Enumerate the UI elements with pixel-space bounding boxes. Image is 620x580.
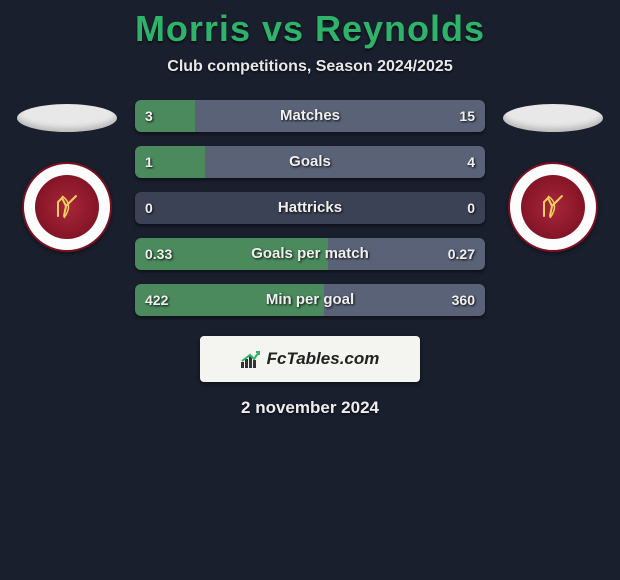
- stat-label: Hattricks: [135, 192, 485, 224]
- player-left-side: [17, 100, 117, 252]
- stat-label: Goals per match: [135, 238, 485, 270]
- brand-text: FcTables.com: [267, 349, 380, 369]
- stats-list: 3Matches15 1Goals4 0Hattricks0 0.33Goals pe…: [135, 100, 485, 316]
- avatar-right: [503, 104, 603, 132]
- club-badge-left: [22, 162, 112, 252]
- archer-icon: [52, 192, 82, 222]
- stat-row: 1Goals4: [135, 146, 485, 178]
- stat-right-value: 15: [459, 100, 475, 132]
- avatar-left: [17, 104, 117, 132]
- stat-row: 3Matches15: [135, 100, 485, 132]
- stat-right-value: 360: [452, 284, 475, 316]
- archer-icon: [538, 192, 568, 222]
- stat-label: Goals: [135, 146, 485, 178]
- date-label: 2 november 2024: [0, 398, 620, 418]
- chart-icon: [241, 350, 261, 368]
- stat-label: Matches: [135, 100, 485, 132]
- stat-row: 422Min per goal360: [135, 284, 485, 316]
- stat-right-value: 0.27: [448, 238, 475, 270]
- club-badge-right: [508, 162, 598, 252]
- stat-right-value: 0: [467, 192, 475, 224]
- subtitle: Club competitions, Season 2024/2025: [0, 58, 620, 76]
- page-title: Morris vs Reynolds: [0, 8, 620, 50]
- comparison-panel: 3Matches15 1Goals4 0Hattricks0 0.33Goals pe…: [0, 100, 620, 316]
- stat-row: 0Hattricks0: [135, 192, 485, 224]
- player-right-side: [503, 100, 603, 252]
- stat-label: Min per goal: [135, 284, 485, 316]
- brand-logo: FcTables.com: [200, 336, 420, 382]
- stat-row: 0.33Goals per match0.27: [135, 238, 485, 270]
- stat-right-value: 4: [467, 146, 475, 178]
